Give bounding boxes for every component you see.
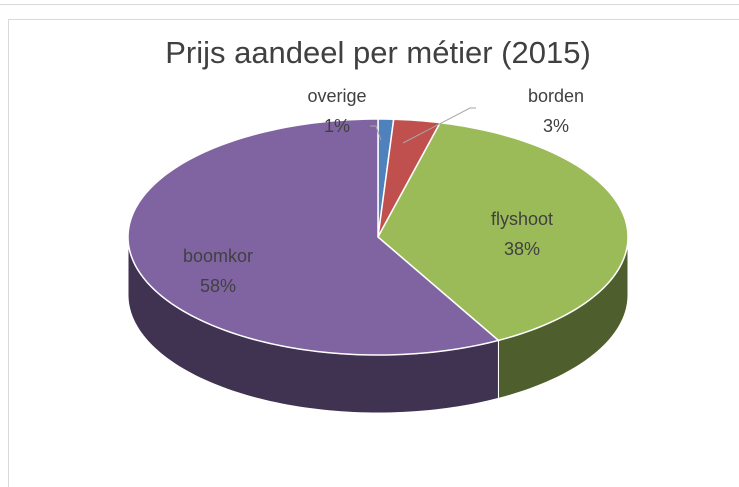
- leader-line: [370, 125, 382, 141]
- chart-title: Prijs aandeel per métier (2015): [165, 35, 591, 70]
- pie-slice: [127, 118, 501, 356]
- data-label-name: boomkor: [183, 246, 253, 266]
- data-label-name: flyshoot: [491, 209, 553, 229]
- data-label-name: borden: [528, 86, 584, 106]
- pie-slice: [377, 121, 629, 342]
- data-label-value: 58%: [200, 276, 236, 296]
- data-label-value: 3%: [543, 116, 569, 136]
- data-label-value: 1%: [324, 116, 350, 136]
- data-label-value: 38%: [504, 239, 540, 259]
- leader-line: [402, 107, 476, 144]
- data-label-name: overige: [307, 86, 366, 106]
